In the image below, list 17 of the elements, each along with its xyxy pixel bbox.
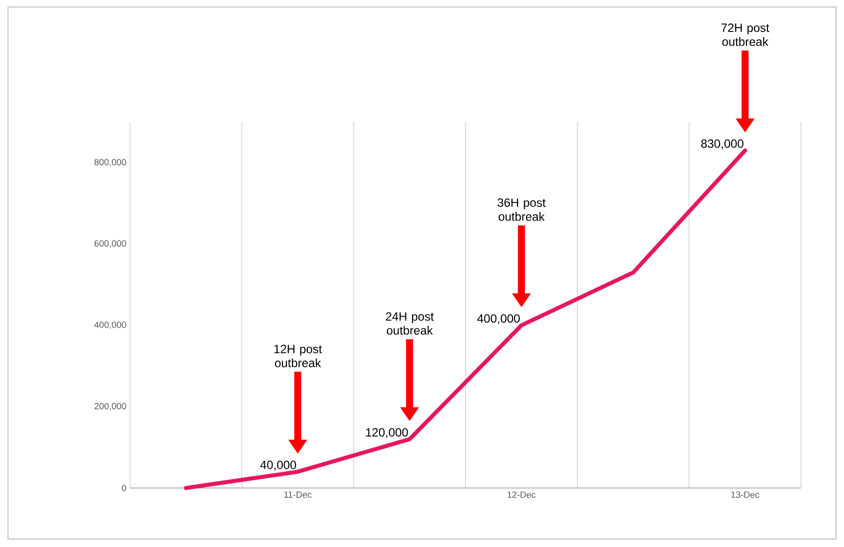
- text: 72H post outbreak: [721, 24, 770, 46]
- y-tick-label: 200,000: [94, 402, 126, 410]
- y-tick-label: 800,000: [94, 158, 126, 166]
- x-tick-label: 12-Dec: [508, 492, 536, 498]
- x-tick-label: 13-Dec: [731, 492, 760, 498]
- y-tick-label: 0: [122, 484, 126, 492]
- annotation: 12H post outbreak: [274, 344, 322, 368]
- line-series: [184, 148, 748, 490]
- y-tick-label: 400,000: [94, 322, 126, 330]
- data-label: 120,000: [366, 428, 408, 438]
- data-label: 40,000: [260, 460, 296, 471]
- x-tick-label: 11-Dec: [284, 492, 312, 498]
- annotation: 36H post outbreak: [498, 198, 546, 221]
- data-label: 830,000: [701, 139, 744, 150]
- annotation: 24H post outbreak: [386, 312, 434, 335]
- data-label: 400,000: [477, 314, 520, 324]
- y-tick-label: 600,000: [94, 240, 126, 248]
